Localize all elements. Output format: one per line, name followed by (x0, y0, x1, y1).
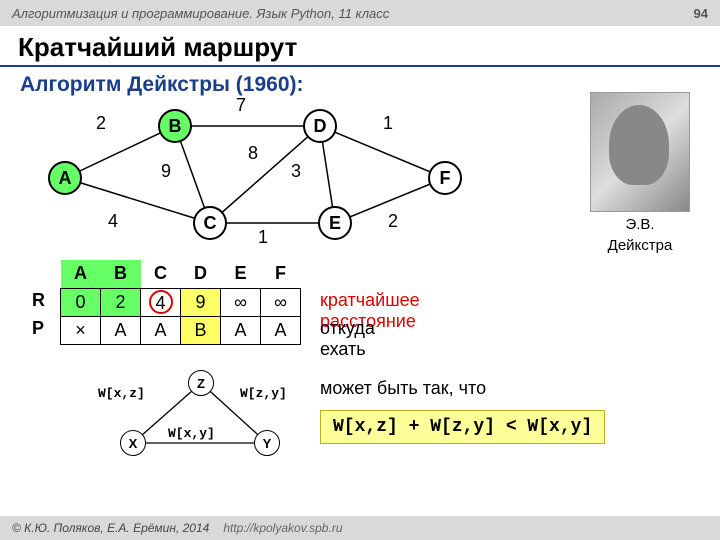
table-cell: 4 (141, 288, 181, 316)
table-header-F: F (261, 260, 301, 288)
snode-X: X (120, 430, 146, 456)
edge-weight-AB: 2 (96, 113, 106, 134)
small-graph: W[x,z] W[z,y] W[x,y] ZXY (100, 370, 300, 480)
page-title: Кратчайший маршрут (0, 26, 720, 67)
table-cell: ∞ (261, 288, 301, 316)
snode-Y: Y (254, 430, 280, 456)
node-B: B (158, 109, 192, 143)
graph-edges (18, 101, 488, 251)
table-header-A: A (61, 260, 101, 288)
edge-weight-EF: 2 (388, 211, 398, 232)
table-cell: × (61, 316, 101, 344)
portrait-caption1: Э.В. (590, 216, 690, 233)
row-label-R: R (32, 290, 45, 311)
edge-weight-DE: 3 (291, 161, 301, 182)
table-cell: ∞ (221, 288, 261, 316)
table-cell: A (261, 316, 301, 344)
edge-weight-CD: 8 (248, 143, 258, 164)
table-cell: A (221, 316, 261, 344)
footer-url: http://kpolyakov.spb.ru (223, 521, 342, 535)
node-F: F (428, 161, 462, 195)
course-name: Алгоритмизация и программирование. Язык … (12, 6, 389, 21)
dijkstra-table: ABCDEF0249∞∞×AABAA кратчайшее расстояние… (60, 260, 301, 345)
table-cell: 2 (101, 288, 141, 316)
snode-Z: Z (188, 370, 214, 396)
portrait-block: Э.В. Дейкстра (590, 92, 690, 254)
portrait-caption2: Дейкстра (590, 237, 690, 254)
table-header-C: C (141, 260, 181, 288)
table-cell: B (181, 316, 221, 344)
table-cell: 0 (61, 288, 101, 316)
dijkstra-photo (590, 92, 690, 212)
page-number: 94 (694, 6, 708, 21)
edge-weight-BD: 7 (236, 95, 246, 116)
node-A: A (48, 161, 82, 195)
table-header-E: E (221, 260, 261, 288)
copyright: © К.Ю. Поляков, Е.А. Ерёмин, 2014 (12, 521, 209, 535)
table-header-D: D (181, 260, 221, 288)
edge-weight-CE: 1 (258, 227, 268, 248)
bottom-text: может быть так, что (320, 378, 486, 399)
node-E: E (318, 206, 352, 240)
label-from: откуда ехать (320, 318, 375, 360)
formula-box: W[x,z] + W[z,y] < W[x,y] (320, 410, 605, 444)
edge-weight-DF: 1 (383, 113, 393, 134)
table-header-B: B (101, 260, 141, 288)
node-D: D (303, 109, 337, 143)
node-C: C (193, 206, 227, 240)
main-graph: ABCDEF249781312 (18, 101, 488, 251)
footer-bar: © К.Ю. Поляков, Е.А. Ерёмин, 2014 http:/… (0, 516, 720, 540)
edge-weight-AC: 4 (108, 211, 118, 232)
edge-weight-BC: 9 (161, 161, 171, 182)
row-label-P: P (32, 318, 44, 339)
table-cell: A (141, 316, 181, 344)
table-cell: A (101, 316, 141, 344)
table-cell: 9 (181, 288, 221, 316)
header-bar: Алгоритмизация и программирование. Язык … (0, 0, 720, 26)
